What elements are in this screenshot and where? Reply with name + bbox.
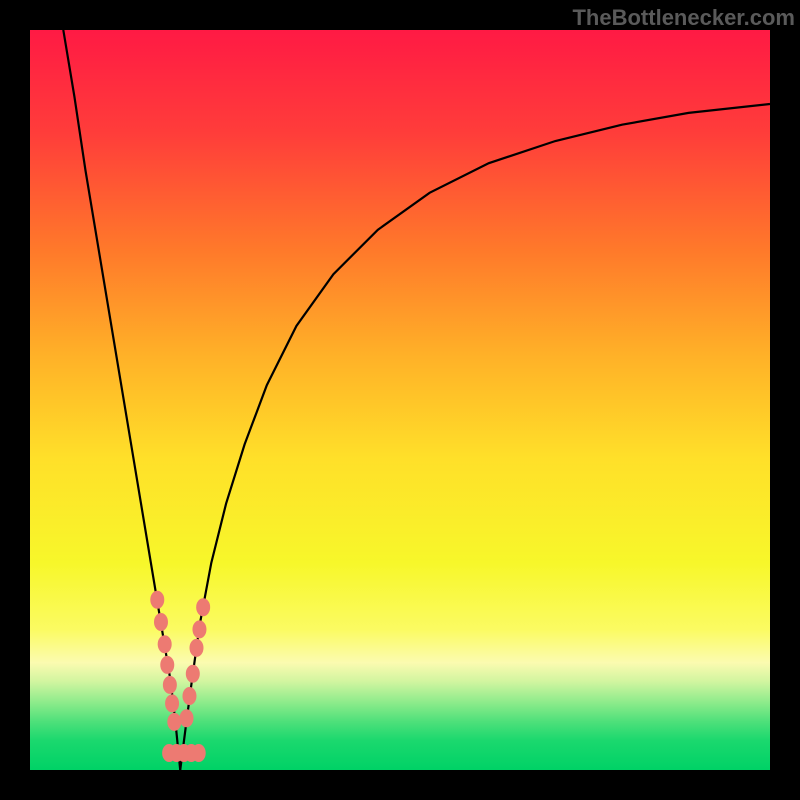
watermark-text: TheBottlenecker.com xyxy=(572,5,795,31)
plot-area xyxy=(30,30,770,770)
gradient-background xyxy=(30,30,770,770)
chart-container: TheBottlenecker.com xyxy=(0,0,800,800)
